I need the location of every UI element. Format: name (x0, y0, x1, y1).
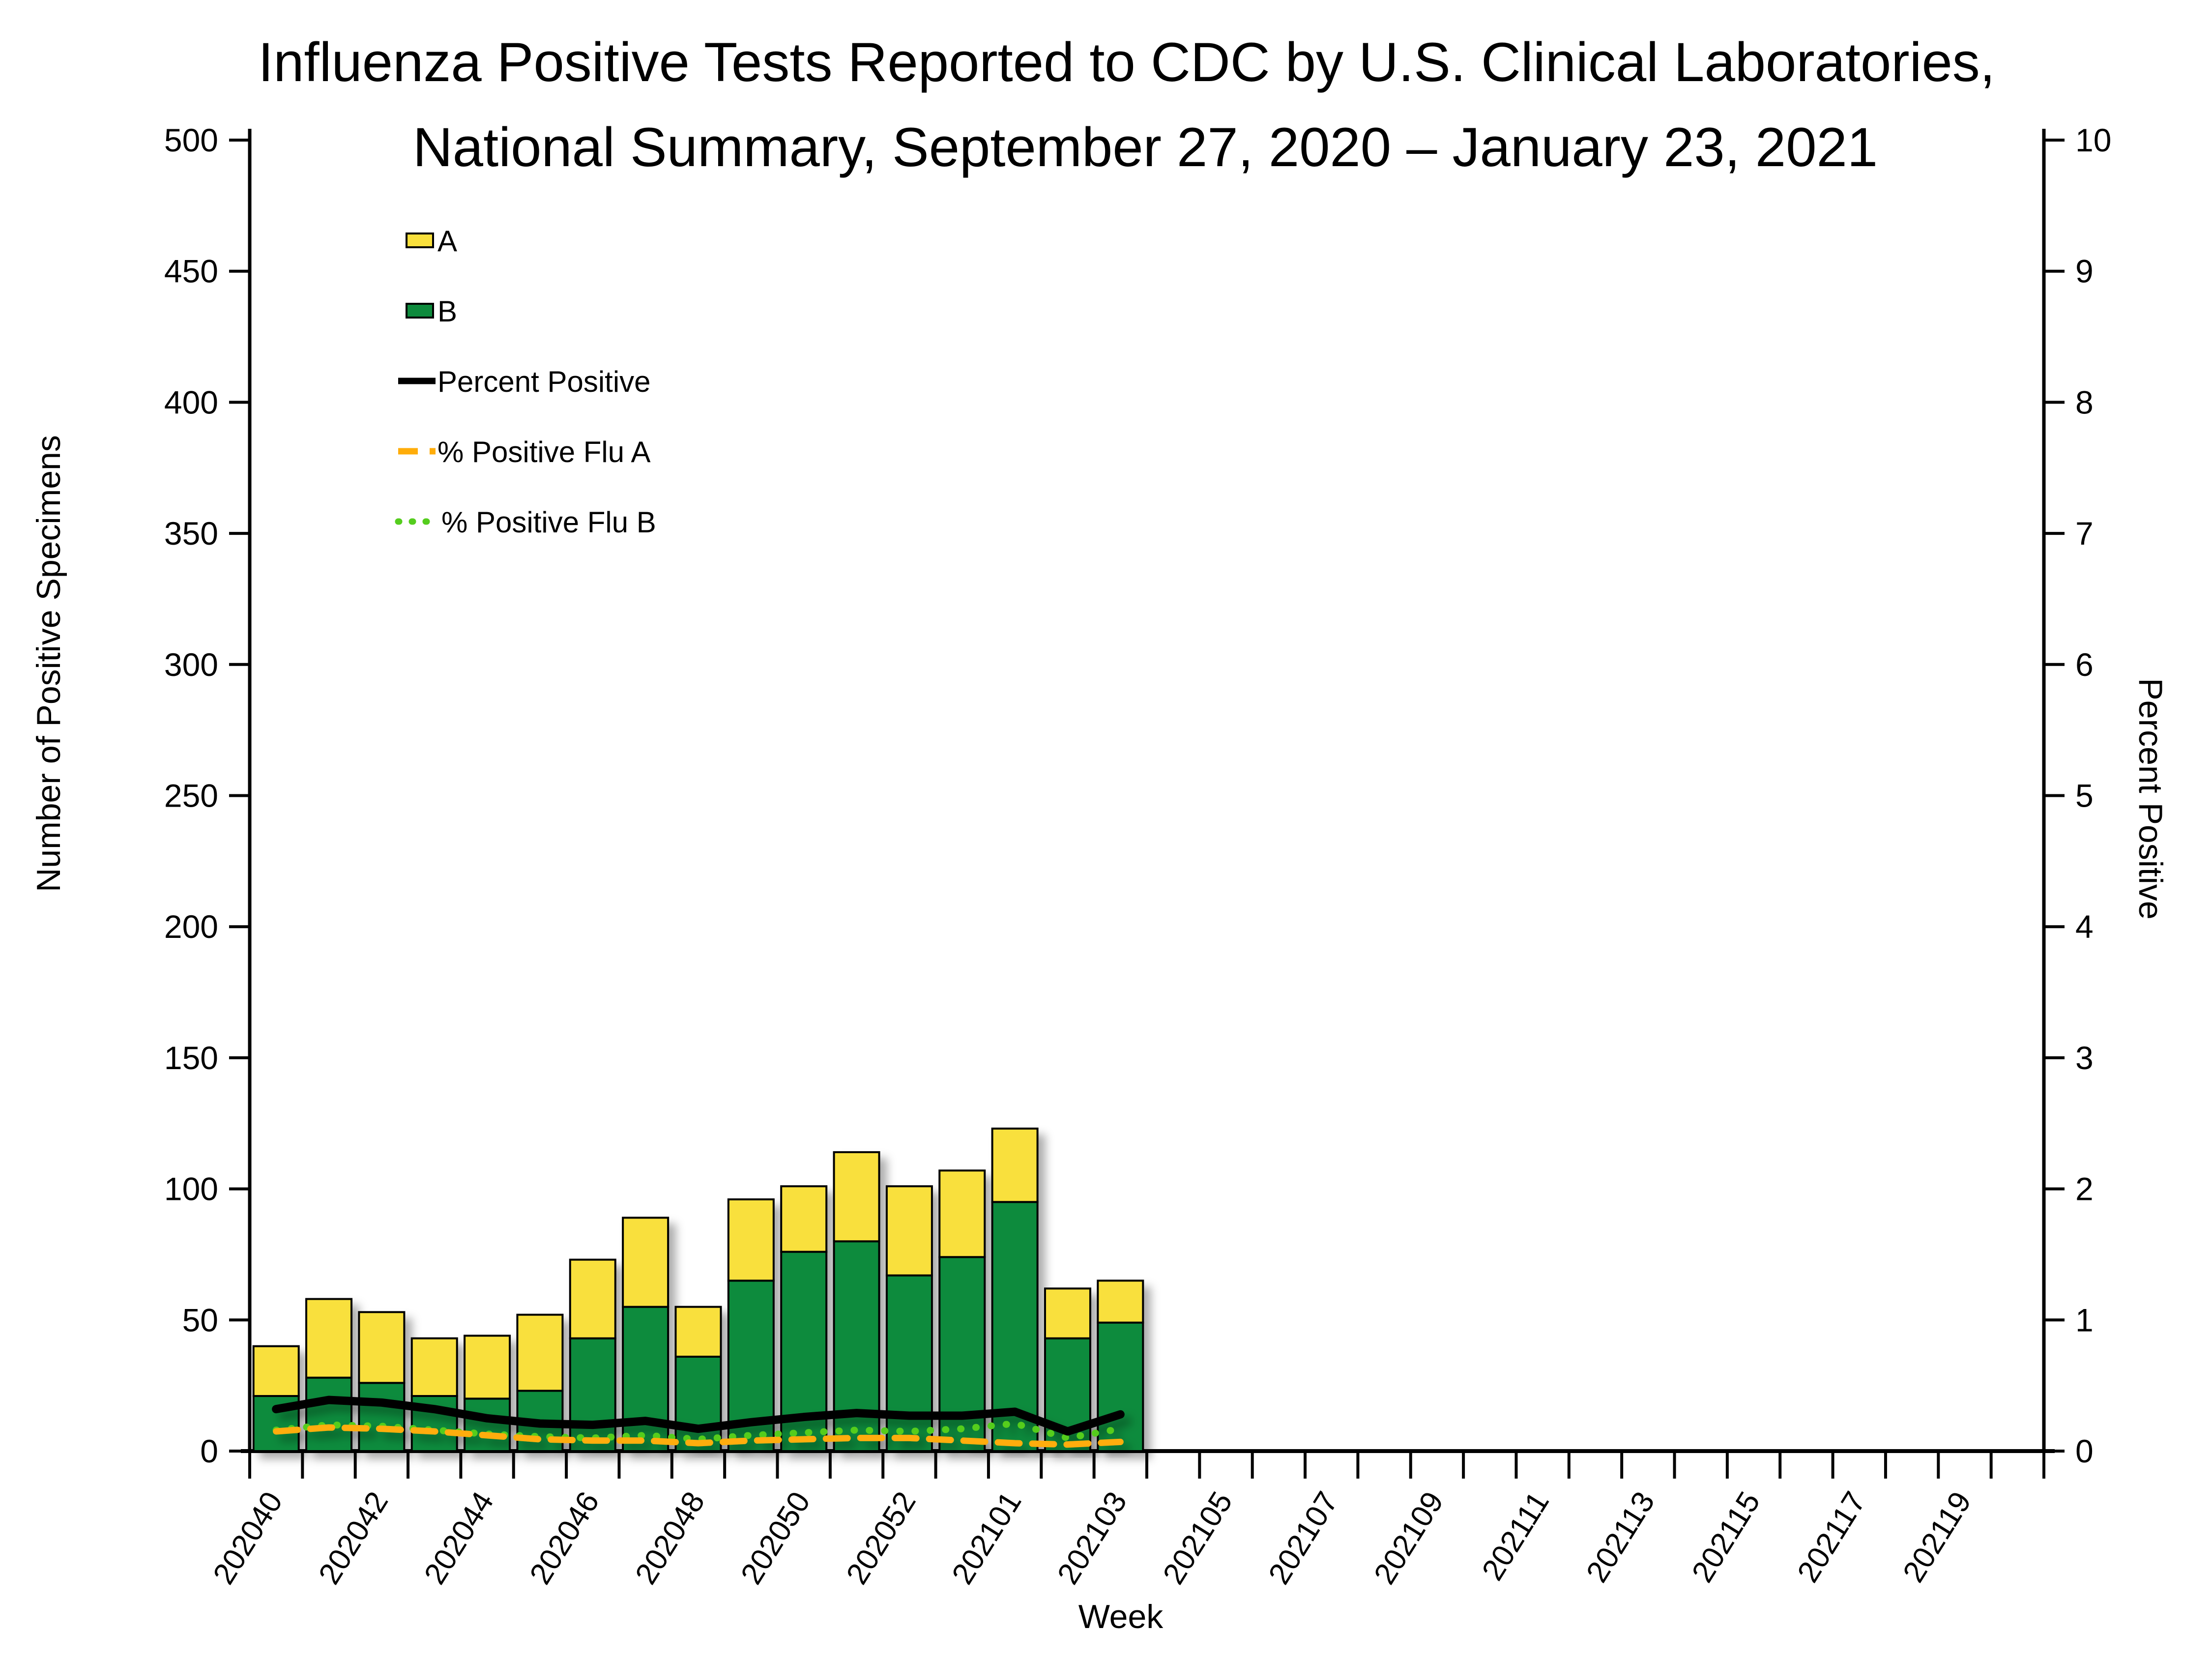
left-tick-label-50: 50 (182, 1302, 218, 1338)
x-tick-label-202101: 202101 (945, 1486, 1028, 1590)
bar-a-202102 (1044, 1287, 1091, 1339)
right-tick-label-1: 1 (2075, 1302, 2094, 1338)
overlay-lines-group (272, 1396, 1125, 1448)
right-axis-ticks: 0 1 2 3 4 5 6 7 8 9 10 (2044, 122, 2111, 1469)
bar-b-202051 (833, 1240, 880, 1453)
x-tick-label-202040: 202040 (206, 1486, 289, 1590)
x-tick-label-202105: 202105 (1157, 1486, 1239, 1590)
left-tick-label-300: 300 (164, 646, 218, 683)
bar-b-202047 (622, 1306, 669, 1452)
legend-label-flu-b: B (437, 295, 457, 328)
bar-a-202051 (833, 1151, 880, 1243)
bar-a-202050 (780, 1185, 828, 1253)
x-tick-label-202117: 202117 (1791, 1486, 1872, 1588)
bar-b-202042 (358, 1382, 406, 1452)
x-tick-label-202052: 202052 (840, 1486, 923, 1590)
bar-a-202045 (516, 1313, 564, 1392)
bar-a-202052 (885, 1185, 933, 1277)
chart-title-line2: National Summary, September 27, 2020 – J… (413, 116, 1878, 178)
left-tick-label-450: 450 (164, 253, 218, 290)
right-tick-label-5: 5 (2075, 778, 2094, 814)
right-tick-label-4: 4 (2075, 908, 2094, 945)
x-tick-label-202111: 202111 (1476, 1486, 1556, 1586)
bar-a-202040 (252, 1345, 300, 1397)
x-axis-ticks: 202040 202042 202044 202046 202048 202050 2020… (206, 1451, 2045, 1590)
x-tick-label-202046: 202046 (524, 1486, 606, 1590)
x-tick-label-202048: 202048 (629, 1486, 711, 1590)
bar-b-202046 (569, 1337, 616, 1452)
x-axis-title: Week (1078, 1598, 1164, 1635)
bar-b-202048 (674, 1355, 722, 1453)
pct-positive-flu-a-line (273, 1424, 1124, 1448)
bar-a-202044 (464, 1335, 511, 1400)
right-tick-label-2: 2 (2075, 1171, 2094, 1207)
legend-swatch-flu-a (406, 233, 434, 248)
left-tick-label-0: 0 (200, 1433, 218, 1469)
bar-b-202044 (464, 1397, 511, 1453)
bar-a-202103 (1097, 1280, 1144, 1324)
x-tick-label-202113: 202113 (1580, 1486, 1661, 1588)
bar-a-202101 (991, 1127, 1039, 1203)
right-tick-label-0: 0 (2075, 1433, 2094, 1469)
bar-a-202043 (410, 1337, 458, 1397)
left-tick-label-200: 200 (164, 908, 218, 945)
bar-a-202042 (358, 1311, 406, 1384)
x-tick-label-202042: 202042 (312, 1486, 395, 1590)
right-tick-label-8: 8 (2075, 384, 2094, 420)
left-tick-label-350: 350 (164, 515, 218, 552)
legend-label-percent-positive: Percent Positive (437, 365, 651, 398)
left-axis-title: Number of Positive Specimens (30, 435, 67, 892)
bar-a-202053 (938, 1169, 986, 1258)
right-tick-label-10: 10 (2075, 122, 2111, 158)
right-tick-label-3: 3 (2075, 1040, 2094, 1076)
x-tick-label-202103: 202103 (1051, 1486, 1134, 1590)
legend-swatch-flu-b (406, 303, 434, 319)
right-tick-label-6: 6 (2075, 646, 2094, 683)
legend-label-pct-flu-a: % Positive Flu A (437, 436, 651, 468)
x-tick-label-202109: 202109 (1368, 1486, 1450, 1590)
left-tick-label-400: 400 (164, 384, 218, 420)
left-axis-ticks: 0 50 100 150 200 250 300 350 400 450 500 (164, 122, 250, 1469)
bar-a-202047 (622, 1217, 669, 1308)
bar-a-202048 (674, 1306, 722, 1358)
right-tick-label-9: 9 (2075, 253, 2094, 290)
x-tick-label-202115: 202115 (1686, 1486, 1767, 1588)
chart-title-line1: Influenza Positive Tests Reported to CDC… (258, 31, 1995, 93)
x-tick-label-202044: 202044 (418, 1486, 500, 1590)
bar-b-202052 (885, 1274, 933, 1453)
bar-a-202041 (305, 1298, 353, 1379)
bar-a-202049 (727, 1198, 775, 1282)
x-tick-label-202050: 202050 (734, 1486, 817, 1590)
left-tick-label-150: 150 (164, 1040, 218, 1076)
legend-label-flu-a: A (437, 225, 457, 258)
right-axis-title: Percent Positive (2132, 678, 2169, 919)
bar-b-202103 (1097, 1321, 1144, 1453)
right-tick-label-7: 7 (2075, 515, 2094, 552)
legend-label-pct-flu-b: % Positive Flu B (441, 506, 656, 539)
chart-legend: A B Percent Positive % Positive Flu A % … (395, 225, 656, 539)
left-tick-label-500: 500 (164, 122, 218, 158)
bar-a-202046 (569, 1258, 616, 1339)
x-tick-label-202119: 202119 (1896, 1486, 1978, 1588)
bar-b-202053 (938, 1256, 986, 1452)
left-tick-label-250: 250 (164, 778, 218, 814)
left-tick-label-100: 100 (164, 1171, 218, 1207)
percent-positive-line (272, 1396, 1125, 1436)
bar-b-202041 (305, 1376, 353, 1452)
x-tick-label-202107: 202107 (1262, 1486, 1344, 1590)
